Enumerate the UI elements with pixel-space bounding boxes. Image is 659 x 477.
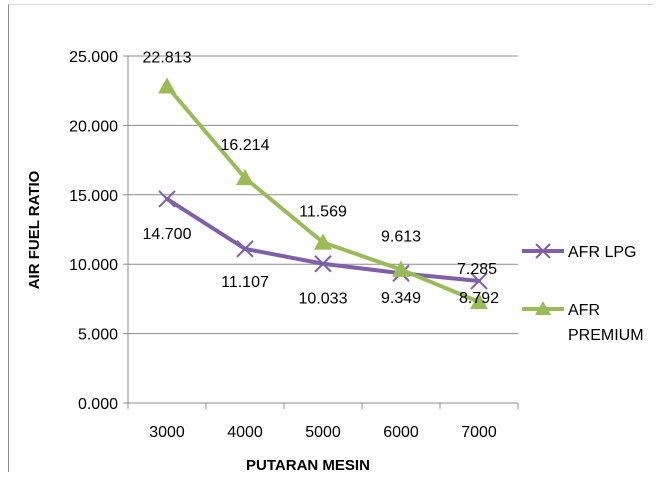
y-axis-title: AIR FUEL RATIO xyxy=(26,170,43,289)
legend-item-1: AFR LPG xyxy=(522,243,636,261)
data-point-marker xyxy=(236,240,254,258)
data-point-marker xyxy=(236,168,254,186)
y-tick-label: 0.000 xyxy=(78,396,118,413)
series-lines xyxy=(158,77,488,310)
x-tick-label: 6000 xyxy=(383,424,419,441)
x-tick-label: 4000 xyxy=(227,424,263,441)
data-label: 14.700 xyxy=(143,226,192,243)
legend-label: AFR PREMIUM xyxy=(568,302,644,344)
x-tick-label: 3000 xyxy=(149,424,185,441)
y-tick-label: 5.000 xyxy=(78,327,118,344)
y-tick-label: 20.000 xyxy=(69,118,118,135)
legend-item-2: AFR PREMIUM xyxy=(522,301,644,344)
data-label: 10.033 xyxy=(299,291,348,308)
chart-frame xyxy=(8,4,654,472)
data-label: 9.349 xyxy=(381,290,421,307)
data-label: 7.285 xyxy=(457,261,497,278)
data-point-marker xyxy=(314,233,332,250)
legend-label: AFR LPG xyxy=(568,244,636,261)
data-point-marker xyxy=(158,77,176,94)
x-axis-title: PUTARAN MESIN xyxy=(246,457,370,474)
data-label: 22.813 xyxy=(143,49,192,66)
y-tick-labels: 0.000 5.000 10.000 15.000 20.000 25.000 xyxy=(69,49,118,413)
data-label: 11.569 xyxy=(299,203,347,220)
x-tick-label: 7000 xyxy=(461,424,497,441)
y-tick-label: 10.000 xyxy=(69,257,118,274)
axes xyxy=(123,55,519,409)
x-tick-labels: 3000 4000 5000 6000 7000 xyxy=(149,424,497,441)
data-labels: 14.700 11.107 10.033 9.349 8.792 22.813 16.214… xyxy=(143,49,500,307)
data-label: 8.792 xyxy=(459,290,499,307)
y-tick-label: 25.000 xyxy=(69,49,118,66)
data-point-marker xyxy=(158,190,176,208)
data-label: 11.107 xyxy=(221,274,269,291)
data-label: 9.613 xyxy=(381,229,421,246)
series-line-2 xyxy=(165,84,481,304)
data-point-marker xyxy=(314,255,332,273)
data-point-marker xyxy=(470,272,488,290)
y-tick-label: 15.000 xyxy=(69,188,118,205)
data-point-marker xyxy=(470,292,488,310)
data-point-marker xyxy=(392,260,410,277)
data-label: 16.214 xyxy=(221,137,270,154)
x-tick-label: 5000 xyxy=(305,424,341,441)
legend: AFR LPG AFR PREMIUM xyxy=(522,243,644,344)
